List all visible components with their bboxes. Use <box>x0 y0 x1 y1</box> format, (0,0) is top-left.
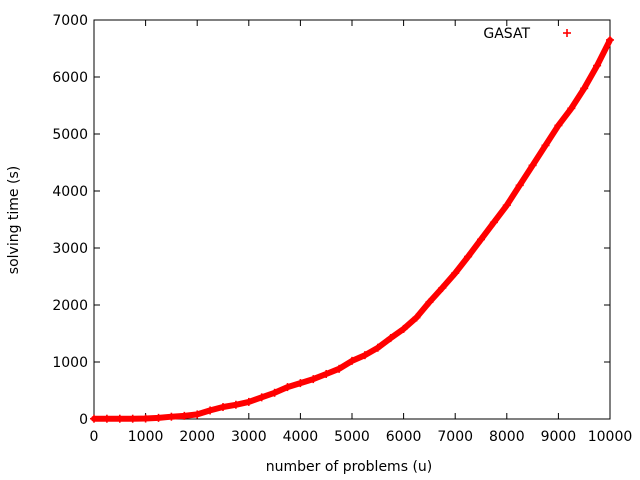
data-point <box>335 364 344 373</box>
data-point <box>128 414 137 423</box>
data-point <box>593 61 602 70</box>
data-point <box>90 414 98 423</box>
data-point <box>477 235 485 244</box>
data-point <box>257 393 266 402</box>
series-gasat <box>90 35 614 423</box>
y-axis-label: solving time (s) <box>6 166 22 274</box>
data-point <box>451 269 460 278</box>
data-point <box>412 313 421 322</box>
data-point <box>231 400 240 409</box>
data-point <box>554 121 563 130</box>
y-tick-label: 4000 <box>52 184 88 200</box>
x-tick-label: 4000 <box>283 429 319 445</box>
data-point <box>193 410 202 419</box>
data-point <box>606 35 614 44</box>
data-point <box>360 351 369 360</box>
data-point <box>180 411 189 420</box>
x-axis-label: number of problems (u) <box>266 459 433 475</box>
data-point <box>154 413 163 422</box>
data-point <box>464 252 473 261</box>
data-point <box>489 218 498 227</box>
x-tick-label: 0 <box>90 429 99 445</box>
x-tick-label: 7000 <box>437 429 473 445</box>
y-tick-label: 6000 <box>52 70 88 86</box>
x-tick-label: 5000 <box>334 429 370 445</box>
legend-marker-gasat <box>563 29 571 37</box>
data-point <box>206 406 215 415</box>
y-tick-label: 2000 <box>52 298 88 314</box>
x-tick-label: 8000 <box>489 429 525 445</box>
y-tick-label: 5000 <box>52 127 88 143</box>
y-tick-label: 3000 <box>52 241 88 257</box>
data-point <box>309 375 318 384</box>
legend-plus-icon <box>563 29 571 37</box>
data-point <box>515 181 524 190</box>
x-tick-label: 6000 <box>386 429 422 445</box>
data-point <box>115 414 124 423</box>
x-tick-label: 10000 <box>588 429 633 445</box>
legend: GASAT <box>483 26 571 42</box>
y-tick-label: 7000 <box>52 13 88 29</box>
data-point <box>167 412 176 421</box>
data-point <box>386 334 395 343</box>
data-point <box>141 414 150 423</box>
data-point <box>244 397 253 406</box>
data-point <box>541 141 550 150</box>
x-tick-label: 9000 <box>541 429 577 445</box>
data-point <box>425 298 434 307</box>
x-axis: 0 1000 2000 3000 4000 5000 6000 7000 8000 9000 100… <box>90 20 633 445</box>
data-point <box>102 414 111 423</box>
x-tick-label: 1000 <box>128 429 164 445</box>
data-point <box>528 161 537 170</box>
y-tick-label: 1000 <box>52 355 88 371</box>
data-point <box>270 388 279 397</box>
y-tick-label: 0 <box>79 412 88 428</box>
legend-label-gasat: GASAT <box>483 26 530 42</box>
data-point <box>219 403 227 412</box>
data-point <box>502 201 511 210</box>
y-axis: 0 1000 2000 3000 4000 5000 6000 7000 <box>52 13 610 428</box>
data-point <box>567 104 576 113</box>
data-point <box>399 324 408 333</box>
data-point <box>348 356 356 365</box>
data-point <box>322 369 331 378</box>
x-tick-label: 3000 <box>231 429 267 445</box>
data-point <box>296 379 305 388</box>
data-point <box>283 383 292 392</box>
data-point <box>373 343 382 352</box>
x-tick-label: 2000 <box>179 429 215 445</box>
data-point <box>580 84 589 93</box>
data-point <box>438 283 447 292</box>
